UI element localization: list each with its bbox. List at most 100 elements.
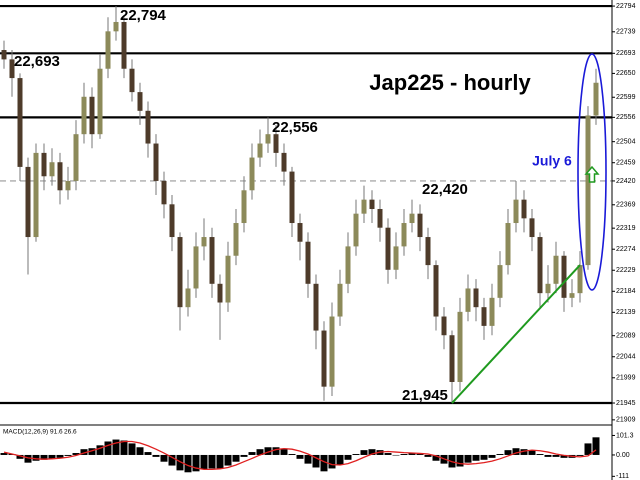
candle-body (249, 157, 255, 191)
candle-body (497, 265, 503, 298)
indicator-title: MACD(12,26,9) (3, 429, 48, 436)
candle-body (457, 311, 463, 382)
candle-body (513, 199, 519, 224)
macd-bar (40, 454, 48, 460)
macd-bar (288, 454, 296, 455)
macd-bar (472, 454, 480, 461)
macd-bar (320, 454, 328, 472)
macd-bar (32, 454, 40, 461)
candle-body (529, 218, 535, 238)
candle-body (481, 307, 487, 326)
candle-body (353, 213, 359, 247)
macd-bar (296, 454, 304, 459)
macd-bar (464, 454, 472, 463)
macd-bar (128, 443, 136, 455)
macd-bar (304, 454, 312, 464)
candle-body (489, 297, 495, 326)
macd-bar (112, 439, 120, 455)
macd-bar (416, 454, 424, 455)
candle-body (569, 293, 575, 298)
candle-body (225, 255, 231, 303)
macd-bar (512, 448, 520, 455)
y-tick-label: 22139 (616, 309, 636, 316)
candle-body (441, 316, 447, 336)
macd-bar (176, 454, 184, 471)
y-tick-label: 22229 (616, 267, 636, 274)
level-label: 22,556 (272, 119, 318, 136)
candle-body (289, 171, 295, 224)
y-tick-label: 22319 (616, 225, 636, 232)
macd-bar (488, 454, 496, 458)
indicator-value: 26.6 (64, 429, 77, 436)
level-label: 22,420 (422, 181, 468, 198)
candle-body (145, 110, 151, 144)
candle-body (257, 143, 263, 158)
y-tick-label: 101.3 (616, 432, 634, 439)
chart-title: Jap225 - hourly (369, 70, 531, 95)
candle-body (465, 288, 471, 312)
macd-bar (0, 453, 8, 455)
y-tick-label: 22504 (616, 139, 636, 146)
macd-bar (152, 454, 160, 457)
candle-body (17, 78, 23, 167)
macd-bar (392, 454, 400, 456)
indicator-value: 91.6 (50, 429, 63, 436)
macd-bar (536, 454, 544, 455)
macd-bar (240, 454, 248, 457)
macd-bar (248, 452, 256, 455)
macd-bar (48, 454, 56, 459)
candle-body (81, 96, 87, 135)
macd-bar (424, 454, 432, 457)
candle-body (337, 283, 343, 317)
macd-bar (480, 454, 488, 460)
macd-bar (184, 454, 192, 473)
macd-bar (528, 450, 536, 455)
y-tick-label: 22693 (616, 50, 636, 57)
macd-bar (584, 443, 592, 455)
candle-body (233, 223, 239, 256)
macd-bar (160, 454, 168, 462)
candle-body (9, 59, 15, 79)
candle-body (473, 288, 479, 308)
level-label: 22,693 (14, 53, 60, 70)
candle-body (177, 237, 183, 308)
candle-body (361, 199, 367, 214)
candle-body (393, 246, 399, 270)
macd-bar (264, 447, 272, 455)
macd-bar (16, 454, 24, 459)
candle-body (321, 330, 327, 387)
macd-bar (368, 449, 376, 455)
macd-bar (24, 454, 32, 463)
macd-bar (400, 454, 408, 455)
macd-bar (208, 454, 216, 469)
y-tick-label: 22794 (616, 3, 636, 10)
macd-bar (168, 454, 176, 466)
macd-bar (232, 454, 240, 462)
candle-body (329, 316, 335, 387)
candle-body (401, 223, 407, 247)
macd-bar (120, 440, 128, 455)
candle-body (1, 50, 7, 60)
macd-bar (280, 449, 288, 455)
candle-body (545, 283, 551, 294)
macd-bar (432, 454, 440, 461)
macd-bar (344, 454, 352, 460)
y-tick-label: 22599 (616, 94, 636, 101)
candle-body (273, 134, 279, 153)
candle-body (537, 237, 543, 294)
macd-bar (224, 454, 232, 466)
candle-body (161, 180, 167, 205)
candle-body (385, 227, 391, 270)
candle-body (137, 92, 143, 111)
macd-bar (384, 453, 392, 455)
candle-body (217, 283, 223, 303)
y-tick-label: 22556 (616, 114, 636, 121)
candle-body (409, 213, 415, 224)
y-tick-label: 22274 (616, 246, 636, 253)
macd-bar (336, 454, 344, 465)
candle-body (57, 162, 63, 191)
macd-bar (408, 453, 416, 455)
macd-bar (456, 454, 464, 467)
macd-bar (360, 450, 368, 455)
macd-bar (104, 441, 112, 455)
